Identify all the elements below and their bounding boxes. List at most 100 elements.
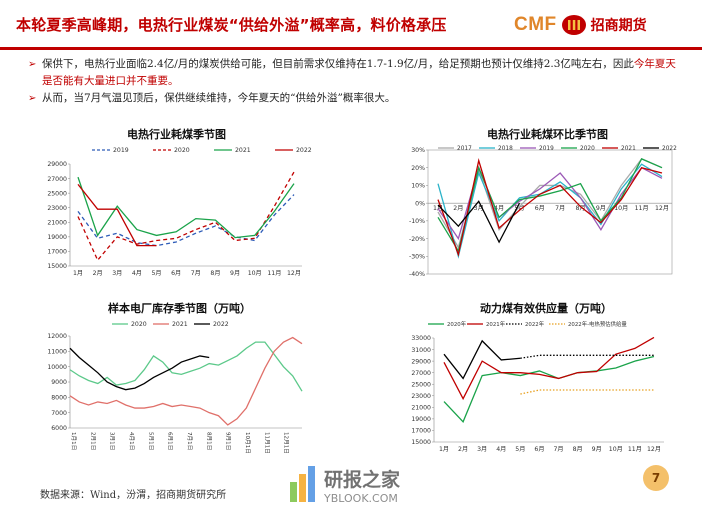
- legend-label: 2021: [621, 146, 636, 152]
- header: 本轮夏季高峰期，电热行业煤炭“供给外溢”概率高，料价格承压 CMF 招商期货: [0, 0, 702, 44]
- bullet-text: 保供下，电热行业面临2.4亿/月的煤炭供给可能，但目前需求仅维持在1.7-1.9…: [42, 58, 634, 70]
- x-tick-label: 6月: [535, 205, 545, 212]
- x-tick-label: 5月1日: [147, 432, 154, 450]
- legend-label: 2017: [457, 146, 472, 152]
- legend-label: 2021: [235, 147, 251, 154]
- y-tick-label: 25000: [47, 190, 67, 197]
- x-tick-label: 8月: [575, 205, 585, 212]
- y-tick-label: -30%: [409, 253, 425, 260]
- page-number: 7: [643, 465, 669, 491]
- x-tick-label: 10月1日: [244, 432, 251, 454]
- series-line-2019: [77, 194, 295, 247]
- y-tick-label: 19000: [411, 416, 431, 423]
- x-tick-label: 6月1日: [167, 432, 174, 450]
- y-tick-label: 33000: [411, 335, 431, 342]
- y-tick-label: 8000: [51, 395, 67, 402]
- x-tick-label: 4月1日: [128, 432, 135, 450]
- series-line-2022年: [443, 339, 521, 380]
- x-tick-label: 2月: [453, 205, 463, 212]
- coal-consumption-seasonal-chart: 15000 17000 19000 21000 23000 25000 27000 29000…: [47, 147, 312, 277]
- legend-item: 2020: [153, 147, 190, 154]
- x-tick-label: 8月1日: [205, 432, 212, 450]
- y-tick-label: 15000: [411, 439, 431, 446]
- x-tick-label: 9月: [592, 446, 602, 453]
- x-tick-label: 2月: [93, 270, 103, 277]
- plot-frame: [427, 149, 673, 275]
- y-tick-label: 10%: [411, 183, 425, 190]
- x-tick-label: 8月: [573, 446, 583, 453]
- series-line-2021: [77, 176, 295, 239]
- legend-item: 2019: [520, 146, 554, 152]
- series-line-2022年-forecast: [520, 354, 654, 359]
- series-line-2022年-电热预估供给量: [520, 389, 654, 395]
- x-tick-label: 4月: [496, 446, 506, 453]
- legend-item: 2020: [112, 321, 147, 328]
- x-tick-label: 12月: [655, 205, 669, 212]
- series-line-2018: [437, 163, 663, 259]
- chart-title: 电热行业耗煤季节图: [127, 128, 226, 141]
- x-tick-label: 11月: [628, 446, 642, 453]
- legend-label: 2022: [296, 147, 312, 154]
- legend-label: 2020年: [447, 320, 467, 328]
- x-tick-label: 5月: [151, 270, 161, 277]
- legend-label: 2022: [213, 321, 229, 328]
- y-tick-label: 27000: [411, 370, 431, 377]
- x-tick-label: 3月: [474, 205, 484, 212]
- legend-item: 2021: [214, 147, 251, 154]
- bullet-arrow-icon: ➢: [28, 93, 37, 104]
- x-tick-label: 10月: [609, 446, 623, 453]
- legend-label: 2020: [131, 321, 147, 328]
- legend-item: 2022年-电热预估供给量: [549, 320, 627, 328]
- y-tick-label: 23000: [411, 393, 431, 400]
- x-tick-label: 3月: [112, 270, 122, 277]
- legend-label: 2022年-电热预估供给量: [568, 320, 627, 328]
- company-logo: CMF 招商期货: [514, 12, 647, 38]
- legend-label: 2018: [498, 146, 513, 152]
- x-tick-label: 12月: [647, 446, 661, 453]
- legend-item: 2021年: [467, 320, 506, 328]
- legend-item: 2022: [275, 147, 312, 154]
- logo-text-cn: 招商期货: [590, 18, 647, 34]
- x-tick-label: 1月: [73, 270, 83, 277]
- y-tick-label: -10%: [409, 218, 425, 225]
- y-tick-label: 21000: [47, 219, 67, 226]
- legend-item: 2021: [602, 146, 636, 152]
- coal-mom-seasonal-chart: -40%-30%-20%-10%0%10%20%30%1月 2月 3月 4月 5月 6月 7…: [409, 146, 677, 278]
- legend-label: 2020: [174, 147, 190, 154]
- series-line-2020: [77, 171, 295, 262]
- bullet-highlight: 今年夏天是否能有大量进口并不重要。: [42, 58, 676, 87]
- watermark-logo-icon: [290, 466, 315, 502]
- x-tick-label: 10月: [614, 205, 628, 212]
- x-tick-label: 5月: [515, 446, 525, 453]
- y-tick-label: 21000: [411, 405, 431, 412]
- x-tick-label: 6月: [534, 446, 544, 453]
- x-tick-label: 4月: [132, 270, 142, 277]
- x-tick-label: 7月: [553, 446, 563, 453]
- x-tick-label: 9月1日: [225, 432, 232, 450]
- x-tick-label: 9月: [596, 205, 606, 212]
- legend-label: 2021年: [486, 320, 506, 328]
- x-tick-label: 2月1日: [89, 432, 96, 450]
- y-tick-label: 31000: [411, 347, 431, 354]
- y-tick-label: 27000: [47, 176, 67, 183]
- bullet-text: 从而，当7月气温见顶后，保供继续维持，今年夏天的“供给外溢”概率很大。: [42, 92, 396, 104]
- y-tick-label: 11000: [47, 349, 67, 356]
- series-line-2021: [69, 336, 303, 426]
- series-line-2020年: [443, 355, 655, 423]
- chart-title: 电热行业耗煤环比季节图: [487, 128, 608, 141]
- y-tick-label: -20%: [409, 236, 425, 243]
- y-tick-label: 25000: [411, 381, 431, 388]
- page-title: 本轮夏季高峰期，电热行业煤炭“供给外溢”概率高，料价格承压: [16, 16, 447, 34]
- y-tick-label: 17000: [47, 249, 67, 256]
- plant-inventory-seasonal-chart: 6000 7000 8000 9000 10000 11000 12000 1月1日 2月1日 3…: [47, 321, 303, 454]
- y-tick-label: 7000: [51, 410, 67, 417]
- x-tick-label: 8月: [210, 270, 220, 277]
- y-tick-label: -40%: [409, 271, 425, 278]
- legend-item: 2017: [438, 146, 472, 152]
- legend-item: 2020: [561, 146, 595, 152]
- series-line-2020: [437, 158, 663, 253]
- legend-item: 2022年: [506, 320, 545, 328]
- watermark-text-en: YBLOOK.COM: [323, 492, 398, 505]
- legend-label: 2022年: [525, 320, 545, 328]
